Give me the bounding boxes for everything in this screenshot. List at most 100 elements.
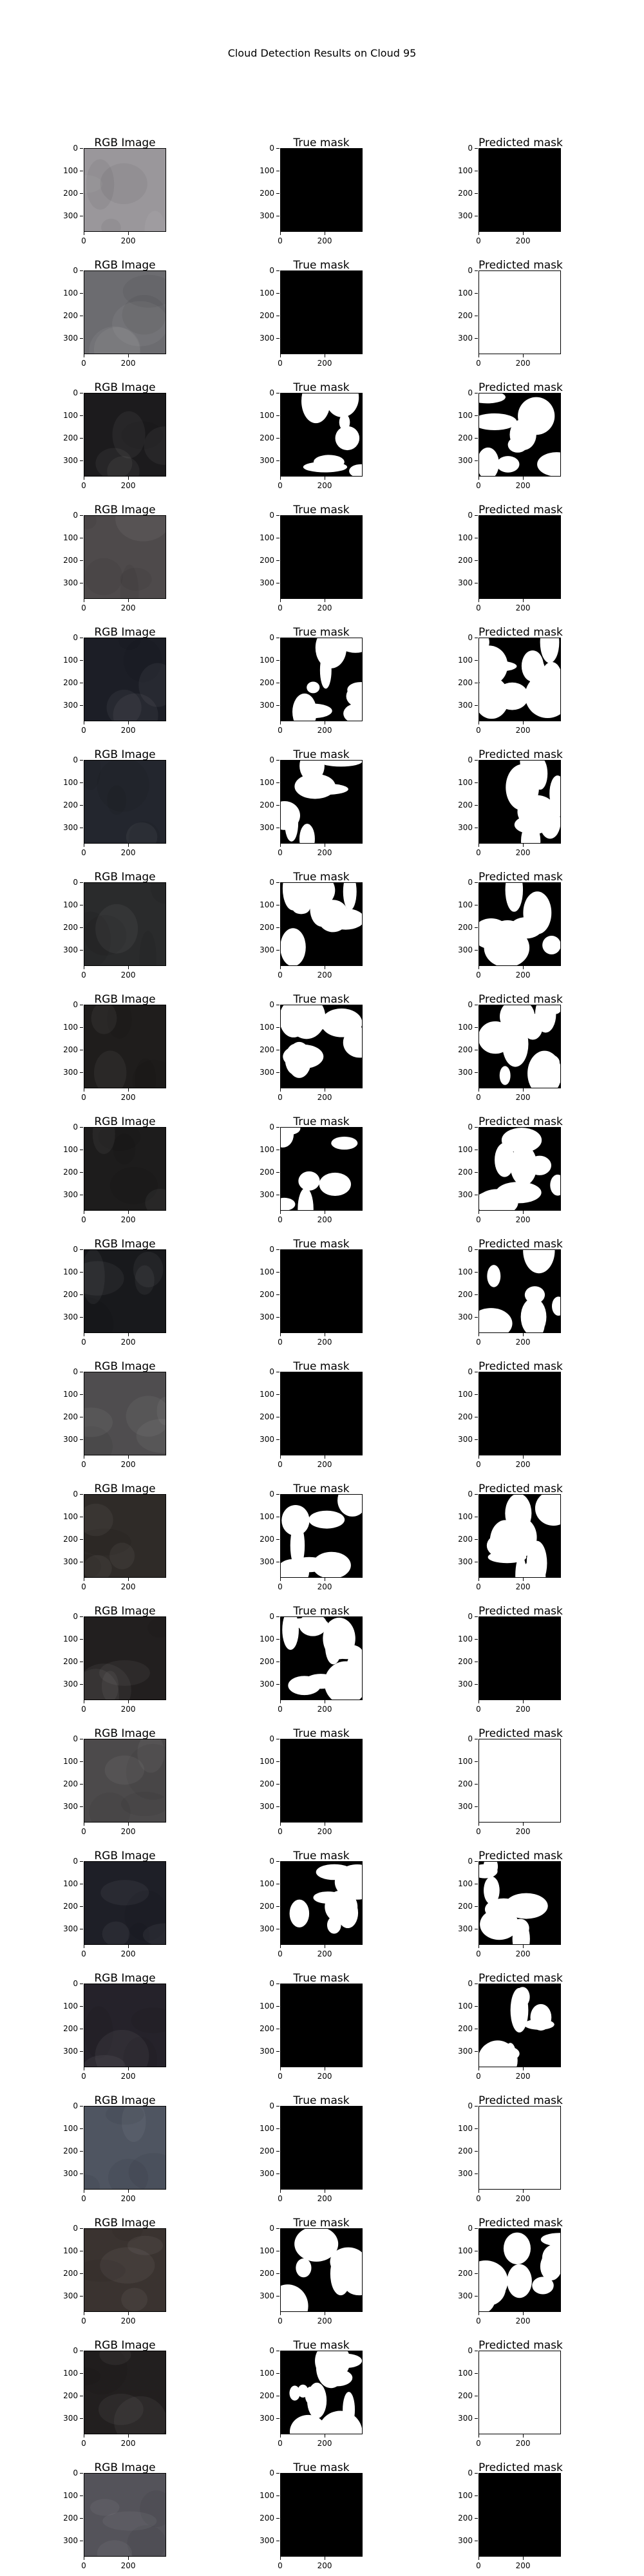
y-tick [80, 2106, 83, 2107]
y-tick [475, 1861, 478, 1862]
cloud-region [536, 1067, 560, 1088]
x-tick [280, 1333, 281, 1336]
rgb-image-panel: RGB Image 0 100 200 300 0 200 [63, 1360, 166, 1469]
cloud-region [487, 1265, 501, 1287]
true-mask-panel: True mask 0 100 200 300 0 200 [260, 1115, 363, 1224]
y-tick-label: 0 [73, 633, 78, 642]
cloud-region [319, 652, 332, 689]
rgb-texture [84, 2351, 128, 2395]
cloud-region [479, 638, 489, 651]
y-tick-label: 0 [269, 511, 274, 520]
rgb-image-title: RGB Image [94, 137, 156, 149]
true-mask-image [280, 760, 363, 844]
y-tick-label: 100 [458, 1390, 473, 1399]
rgb-image-canvas [84, 1984, 166, 2067]
x-tick-label: 200 [120, 848, 136, 857]
true-mask-panel: True mask 0 100 200 300 0 200 [260, 1850, 363, 1958]
y-tick-label: 0 [73, 878, 78, 887]
x-tick-label: 200 [317, 2072, 332, 2081]
true-mask-title: True mask [293, 1115, 350, 1128]
x-tick [128, 232, 129, 235]
y-tick [276, 338, 279, 339]
cloud-region [520, 761, 545, 780]
y-tick [475, 2296, 478, 2297]
true-mask-canvas [281, 1739, 362, 1822]
x-tick [478, 2434, 479, 2438]
cloud-region [337, 1495, 362, 1517]
y-tick [276, 2106, 279, 2107]
rgb-image-title: RGB Image [94, 2094, 156, 2107]
rgb-image-canvas [84, 1862, 166, 1944]
mask-background [479, 2107, 560, 2189]
rgb-texture [84, 1407, 113, 1437]
true-mask-panel: True mask 0 100 200 300 0 200 [260, 748, 363, 857]
rgb-image-image [84, 882, 166, 966]
x-tick-label: 200 [317, 1460, 332, 1469]
y-tick [80, 2273, 83, 2275]
y-tick-label: 200 [260, 2024, 274, 2034]
cloud-region [337, 1897, 359, 1929]
y-tick [276, 1906, 279, 1908]
x-tick-label: 0 [278, 1705, 283, 1714]
y-tick-label: 300 [63, 1924, 78, 1934]
y-tick-label: 200 [260, 1779, 274, 1789]
y-tick-label: 100 [260, 2369, 274, 2378]
rgb-texture [84, 2006, 113, 2059]
y-tick-label: 100 [63, 1023, 78, 1032]
y-tick-label: 0 [73, 1857, 78, 1866]
y-tick-label: 300 [458, 2047, 473, 2056]
x-tick-label: 0 [278, 2439, 283, 2448]
y-tick-label: 100 [260, 656, 274, 665]
y-tick-label: 0 [269, 878, 274, 887]
x-tick-label: 0 [81, 726, 86, 735]
rgb-texture [99, 2351, 131, 2365]
y-tick-label: 300 [458, 578, 473, 588]
cloud-region [281, 1505, 310, 1536]
y-tick-label: 200 [458, 311, 473, 321]
rgb-texture [100, 1880, 149, 1906]
rgb-texture [128, 1922, 150, 1944]
rgb-background [84, 1617, 166, 1700]
cloud-region [537, 452, 560, 476]
rgb-image-image [84, 2473, 166, 2557]
predicted-mask-panel: Predicted mask 0 100 200 300 0 200 [458, 1850, 563, 1958]
predicted-mask-title: Predicted mask [478, 2461, 563, 2474]
x-tick [280, 1455, 281, 1459]
y-tick-label: 200 [458, 556, 473, 565]
rgb-texture [144, 426, 166, 465]
predicted-mask-panel: Predicted mask 0 100 200 300 0 200 [458, 1605, 563, 1714]
rgb-texture [118, 638, 140, 650]
y-tick-label: 100 [458, 2369, 473, 2378]
predicted-mask-image [478, 2228, 561, 2312]
predicted-mask-title: Predicted mask [478, 504, 563, 516]
x-tick-label: 0 [476, 1215, 481, 1224]
predicted-mask-canvas [479, 638, 560, 721]
predicted-mask-canvas [479, 393, 560, 476]
predicted-mask-image [478, 760, 561, 844]
y-tick-label: 100 [63, 533, 78, 543]
cloud-region [281, 1197, 296, 1210]
y-tick [80, 782, 83, 784]
y-tick-label: 300 [260, 211, 274, 221]
mask-background [281, 516, 362, 598]
y-tick [475, 438, 478, 439]
rgb-image-image [84, 1616, 166, 1700]
y-tick [475, 515, 478, 516]
predicted-mask-panel: Predicted mask 0 100 200 300 0 200 [458, 1972, 563, 2081]
true-mask-image [280, 1005, 363, 1088]
x-tick [478, 232, 479, 235]
x-tick [523, 2557, 524, 2560]
y-tick [276, 2518, 279, 2519]
rgb-texture [112, 301, 166, 346]
y-tick [475, 805, 478, 806]
predicted-mask-panel: Predicted mask 0 100 200 300 0 200 [458, 2461, 563, 2570]
x-tick-label: 0 [476, 848, 481, 857]
x-tick [478, 1088, 479, 1092]
x-tick-label: 200 [120, 1093, 136, 1102]
y-tick-label: 200 [260, 433, 274, 443]
predicted-mask-image [478, 515, 561, 599]
cloud-region [504, 1014, 543, 1028]
predicted-mask-title: Predicted mask [478, 1972, 563, 1985]
y-tick [276, 270, 279, 271]
mask-background [281, 2107, 362, 2189]
